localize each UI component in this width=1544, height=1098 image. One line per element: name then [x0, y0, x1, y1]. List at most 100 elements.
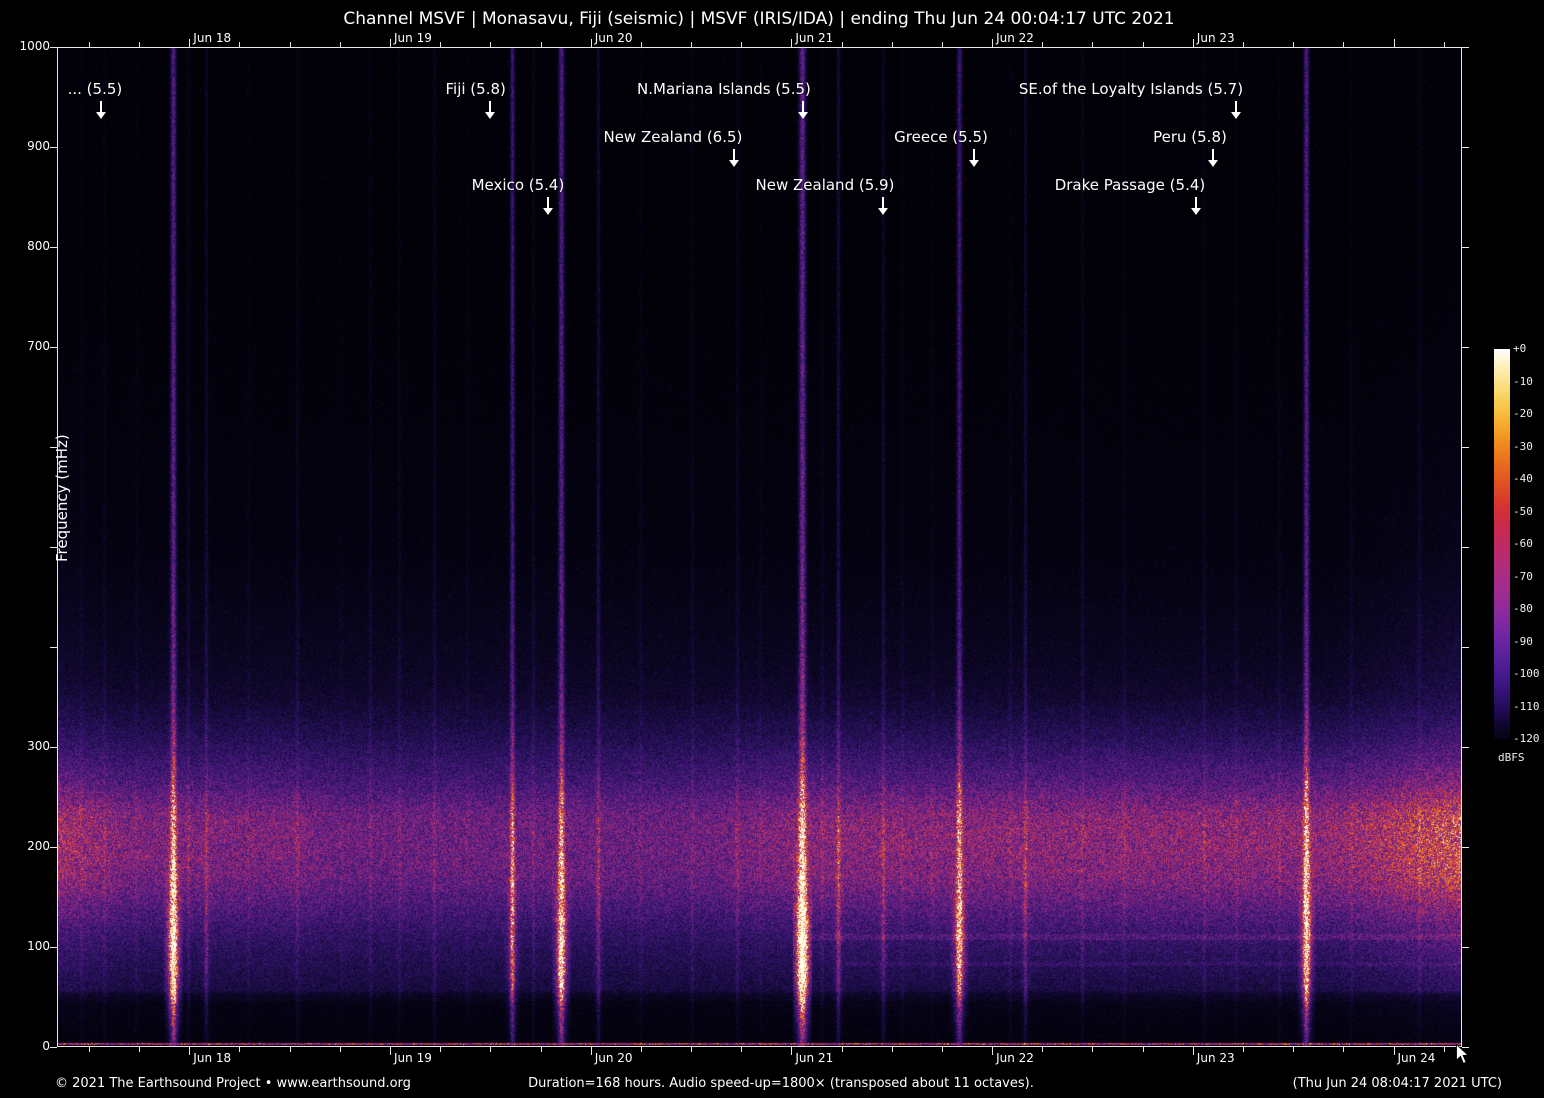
x-axis-tick: [390, 1047, 391, 1055]
y-axis-tick-label: 0: [42, 1039, 50, 1053]
earthquake-annotation-label: SE.of the Loyalty Islands (5.7): [1018, 80, 1244, 98]
x-axis-tick-label: Jun 18: [193, 31, 232, 45]
x-axis-tick-label: Jun 23: [1196, 1051, 1235, 1065]
y-axis-tick: [1462, 547, 1469, 548]
x-axis-tick: [239, 42, 241, 47]
x-axis-tick: [1042, 1047, 1044, 1052]
x-axis-tick: [640, 1047, 642, 1052]
arrow-stem: [1212, 149, 1215, 160]
earthquake-annotation-label: New Zealand (5.9): [755, 176, 895, 194]
colorbar-tick-label: -120: [1513, 732, 1540, 745]
arrow-head: [728, 160, 739, 167]
y-axis-tick: [1462, 1047, 1469, 1048]
x-axis-tick: [440, 42, 442, 47]
colorbar-tick-label: -50: [1513, 504, 1533, 518]
earthquake-annotation-label: Mexico (5.4): [471, 176, 565, 194]
x-axis-tick: [88, 1047, 90, 1052]
x-axis-tick-label: Jun 24: [1397, 1051, 1436, 1065]
plot-frame: [57, 47, 1462, 1047]
arrow-head: [1208, 160, 1219, 167]
x-axis-tick: [1092, 1047, 1094, 1052]
x-axis-tick: [289, 42, 291, 47]
arrow-head: [543, 208, 554, 215]
earthquake-annotation-label: ... (5.5): [67, 80, 123, 98]
arrow-head: [877, 208, 888, 215]
arrow-stem: [547, 197, 550, 208]
arrow-stem: [802, 101, 805, 112]
x-axis-tick: [741, 1047, 743, 1052]
x-axis-tick: [992, 39, 994, 47]
y-axis-tick: [1462, 747, 1469, 748]
x-axis-tick-label: Jun 19: [394, 1051, 432, 1065]
colorbar-tick-label: -80: [1513, 602, 1533, 615]
arrow-head: [484, 112, 495, 119]
x-axis-tick: [540, 42, 542, 47]
x-axis-tick: [189, 39, 191, 47]
y-axis-tick: [50, 1047, 57, 1048]
x-axis-tick: [289, 1047, 291, 1052]
x-axis-tick: [1192, 39, 1194, 47]
x-axis-tick: [88, 42, 90, 47]
x-axis-tick: [640, 42, 642, 47]
y-axis-tick: [1462, 647, 1469, 648]
y-axis-tick: [50, 447, 57, 448]
x-axis-tick-label: Jun 18: [193, 1051, 232, 1065]
x-axis-tick: [139, 42, 141, 47]
x-axis-tick: [1192, 1047, 1194, 1055]
x-axis-tick: [1393, 39, 1395, 47]
y-axis-tick-label: 100: [27, 939, 50, 953]
colorbar-tick-label: +0: [1513, 342, 1527, 355]
x-axis-tick: [1293, 1047, 1295, 1052]
x-axis-tick-label: Jun 21: [795, 1051, 834, 1065]
mouse-cursor-icon: [1455, 1043, 1470, 1069]
x-axis-tick: [741, 42, 743, 47]
earthquake-annotation-label: Peru (5.8): [1153, 128, 1227, 146]
arrow-head: [95, 112, 106, 119]
earthquake-annotation-label: N.Mariana Islands (5.5): [637, 80, 811, 98]
x-axis-tick: [540, 1047, 542, 1052]
colorbar-tick-label: -60: [1513, 537, 1533, 550]
y-axis-tick: [1462, 947, 1469, 948]
x-axis-tick-label: Jun 23: [1196, 31, 1235, 45]
earthquake-annotation-label: Greece (5.5): [894, 128, 988, 146]
y-axis-tick: [1462, 147, 1469, 148]
y-axis-tick: [50, 847, 57, 848]
colorbar-tick-label: -100: [1513, 667, 1540, 680]
spectrogram-canvas: [58, 48, 1461, 1046]
x-axis-tick: [791, 39, 793, 47]
footer-duration: Duration=168 hours. Audio speed-up=1800×…: [528, 1076, 1034, 1091]
earthquake-annotation-label: Drake Passage (5.4): [1054, 176, 1206, 194]
arrow-stem: [973, 149, 976, 160]
x-axis-tick-label: Jun 20: [594, 1051, 633, 1065]
arrow-stem: [881, 197, 884, 208]
x-axis-tick: [1393, 1047, 1395, 1055]
x-axis-tick: [1042, 42, 1044, 47]
x-axis-tick: [691, 1047, 693, 1052]
footer-copyright: © 2021 The Earthsound Project • www.eart…: [55, 1076, 411, 1091]
arrow-head: [1230, 112, 1241, 119]
earthquake-annotation-label: Fiji (5.8): [445, 80, 506, 98]
x-axis-tick: [139, 1047, 141, 1052]
x-axis-tick-label: Jun 22: [996, 31, 1034, 45]
x-axis-tick: [1142, 1047, 1144, 1052]
arrow-head: [969, 160, 980, 167]
x-axis-tick-label: Jun 21: [795, 31, 834, 45]
x-axis-tick: [1293, 42, 1295, 47]
y-axis-tick: [50, 347, 57, 348]
y-axis-tick: [50, 47, 57, 48]
x-axis-tick: [339, 42, 341, 47]
arrow-head: [798, 112, 809, 119]
x-axis-tick: [891, 42, 893, 47]
x-axis-tick: [339, 1047, 341, 1052]
x-axis-tick: [390, 39, 391, 47]
y-axis-tick: [50, 147, 57, 148]
x-axis-tick: [992, 1047, 994, 1055]
arrow-stem: [99, 101, 102, 112]
arrow-stem: [1234, 101, 1237, 112]
x-axis-tick: [1242, 1047, 1244, 1052]
y-axis-tick-label: 300: [27, 739, 50, 753]
x-axis-tick: [941, 42, 943, 47]
y-axis-tick-label: 900: [27, 139, 50, 153]
x-axis-tick: [841, 42, 843, 47]
